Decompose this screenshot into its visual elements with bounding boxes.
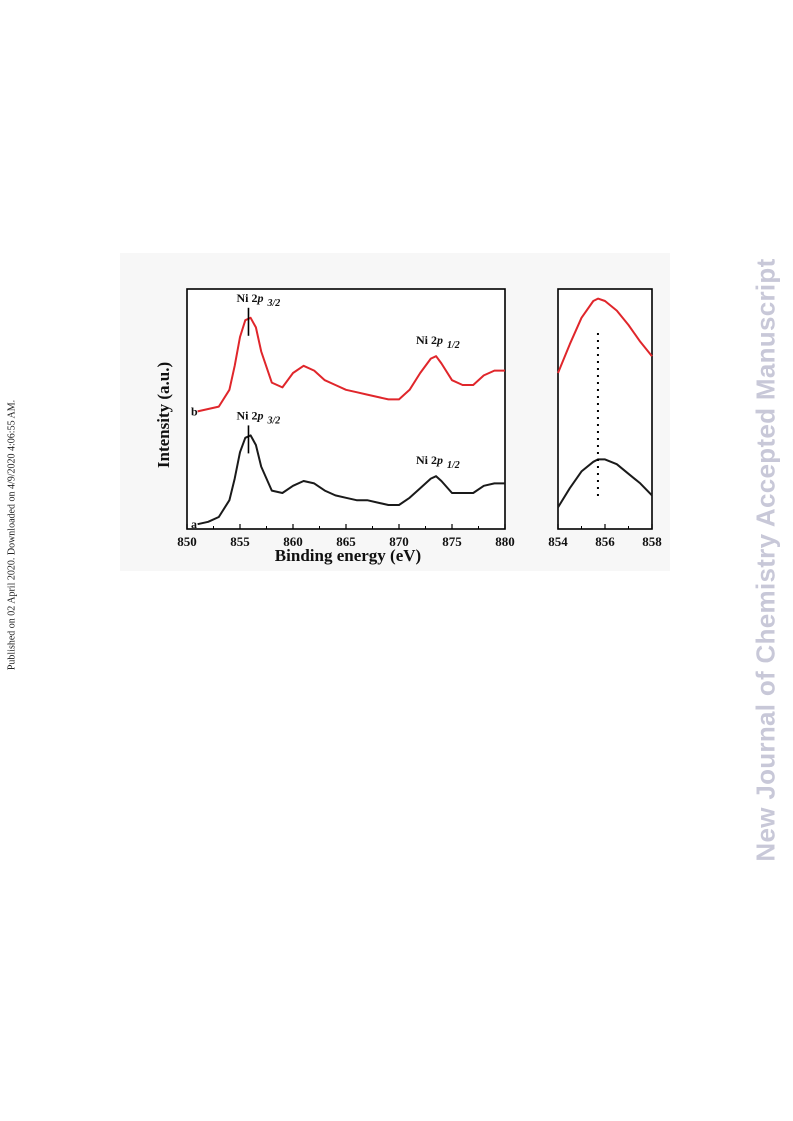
x-tick-label: 855: [230, 534, 250, 549]
inset-x-tick-label: 856: [595, 534, 615, 549]
peak-annotation: Ni 2p 1/2: [416, 333, 460, 351]
x-axis-title: Binding energy (eV): [275, 546, 421, 565]
curve-label-b: b: [191, 404, 198, 418]
curve-label-a: a: [191, 517, 197, 531]
inset-series-a-line: [557, 458, 653, 508]
x-tick-label: 880: [495, 534, 515, 549]
x-tick-label: 870: [389, 534, 409, 549]
plot-frame: [186, 288, 506, 530]
main-chart: 850 855 860 865 870 875 880 Binding energy (eV)…: [154, 288, 515, 565]
inset-x-tick-label: 858: [642, 534, 662, 549]
inset-frame: [557, 288, 653, 530]
x-tick-label: 860: [283, 534, 303, 549]
x-tick-label: 875: [442, 534, 462, 549]
inset-chart: 854 856 858: [548, 288, 662, 549]
y-axis-title: Intensity (a.u.): [154, 362, 173, 468]
peak-annotation: Ni 2p 3/2: [236, 408, 280, 426]
inset-series-b-line: [557, 297, 653, 374]
peak-annotation: Ni 2p 1/2: [416, 453, 460, 471]
peak-annotation: Ni 2p 3/2: [236, 291, 280, 309]
series-b-line: [197, 316, 505, 413]
x-tick-label: 850: [177, 534, 197, 549]
series-a-line: [197, 434, 505, 526]
x-tick-label: 865: [336, 534, 356, 549]
inset-x-tick-label: 854: [548, 534, 568, 549]
